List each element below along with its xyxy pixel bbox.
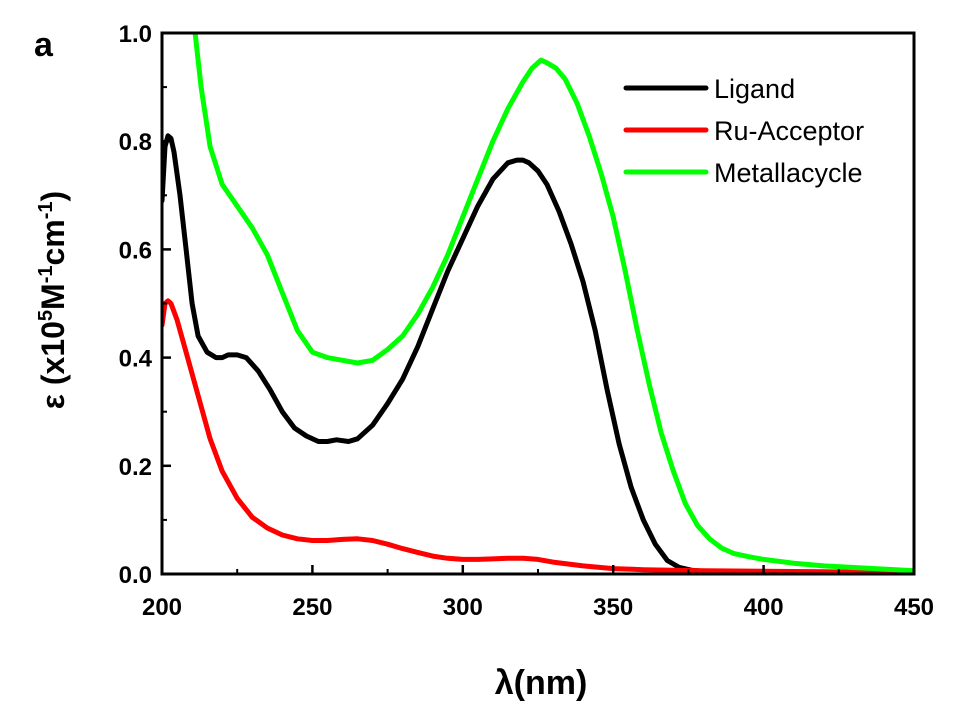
x-tick-label: 400	[744, 594, 784, 621]
y-tick-label: 0.0	[119, 562, 152, 589]
y-tick-label: 0.6	[119, 237, 152, 264]
series-line-ru-acceptor	[162, 298, 914, 574]
legend-label-metallacycle: Metallacycle	[714, 158, 863, 188]
x-tick-label: 250	[292, 594, 332, 621]
y-title-base: ε (x10	[35, 321, 71, 409]
y-tick-label: 1.0	[119, 21, 152, 48]
x-tick-label: 300	[443, 594, 483, 621]
x-axis-title: λ(nm)	[495, 664, 588, 702]
legend-label-ligand: Ligand	[714, 74, 795, 104]
svg-text:ε (x105M-1cm-1): ε (x105M-1cm-1)	[35, 191, 71, 409]
plot-frame	[160, 31, 916, 576]
y-title-mid2: cm	[35, 219, 71, 265]
x-tick-label: 450	[894, 594, 934, 621]
x-tick-label: 200	[142, 594, 182, 621]
y-tick-label: 0.4	[119, 346, 153, 373]
y-title-end: )	[35, 191, 71, 202]
y-title-sup1: 5	[35, 310, 57, 321]
series-line-metallacycle	[192, 33, 914, 574]
y-axis-title: ε (x105M-1cm-1)	[35, 191, 71, 409]
panel-label: a	[34, 26, 54, 64]
legend: Ligand Ru-Acceptor Metallacycle	[623, 74, 864, 188]
y-tick-label: 0.8	[119, 129, 152, 156]
y-tick-label: 0.2	[119, 454, 152, 481]
y-title-sup3: -1	[35, 201, 57, 219]
series-layer	[162, 33, 914, 574]
legend-label-ru-acceptor: Ru-Acceptor	[714, 116, 864, 146]
series-line-ligand	[162, 133, 914, 574]
ticks-layer: 200 250 300 350 400 450 0.0 0.2 0.4 0.6 0.8 1.0	[119, 21, 934, 621]
y-title-sup2: -1	[35, 266, 57, 284]
y-title-mid: M	[35, 283, 71, 310]
x-tick-label: 350	[593, 594, 633, 621]
